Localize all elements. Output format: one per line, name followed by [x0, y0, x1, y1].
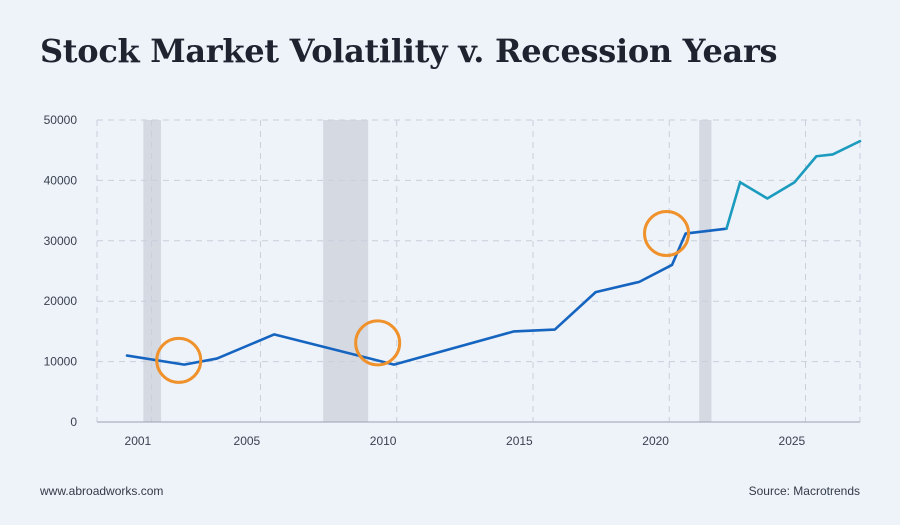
x-tick-label: 2015 [506, 434, 533, 448]
highlight-circle [354, 319, 402, 367]
x-tick-label: 2005 [234, 434, 261, 448]
recession-band [699, 120, 712, 422]
source-note: Source: Macrotrends [748, 484, 860, 498]
y-tick-label: 20000 [44, 294, 78, 308]
y-tick-label: 40000 [44, 173, 78, 187]
recession-band [323, 120, 369, 422]
x-tick-label: 2010 [370, 434, 397, 448]
series-line [725, 139, 862, 231]
recession-bands [143, 120, 712, 422]
highlight-circles [155, 210, 691, 384]
y-tick-label: 50000 [44, 113, 78, 127]
website-url: www.abroadworks.com [40, 484, 164, 498]
y-axis: 0 10000 20000 30000 40000 50000 [44, 113, 78, 429]
series-lines [125, 139, 862, 366]
recession-band [143, 120, 162, 422]
y-tick-label: 10000 [44, 355, 78, 369]
chart-title: Stock Market Volatility v. Recession Yea… [40, 32, 778, 70]
y-tick-label: 0 [70, 415, 77, 429]
x-tick-label: 2025 [779, 434, 806, 448]
series-line [125, 227, 728, 366]
highlight-circle [155, 336, 203, 384]
x-tick-labels: 2001 2005 2010 2015 2020 2025 [125, 434, 806, 448]
x-tick-label: 2001 [125, 434, 152, 448]
y-tick-label: 30000 [44, 234, 78, 248]
x-tick-label: 2020 [642, 434, 669, 448]
grid [96, 119, 861, 422]
highlight-circle [643, 210, 691, 258]
